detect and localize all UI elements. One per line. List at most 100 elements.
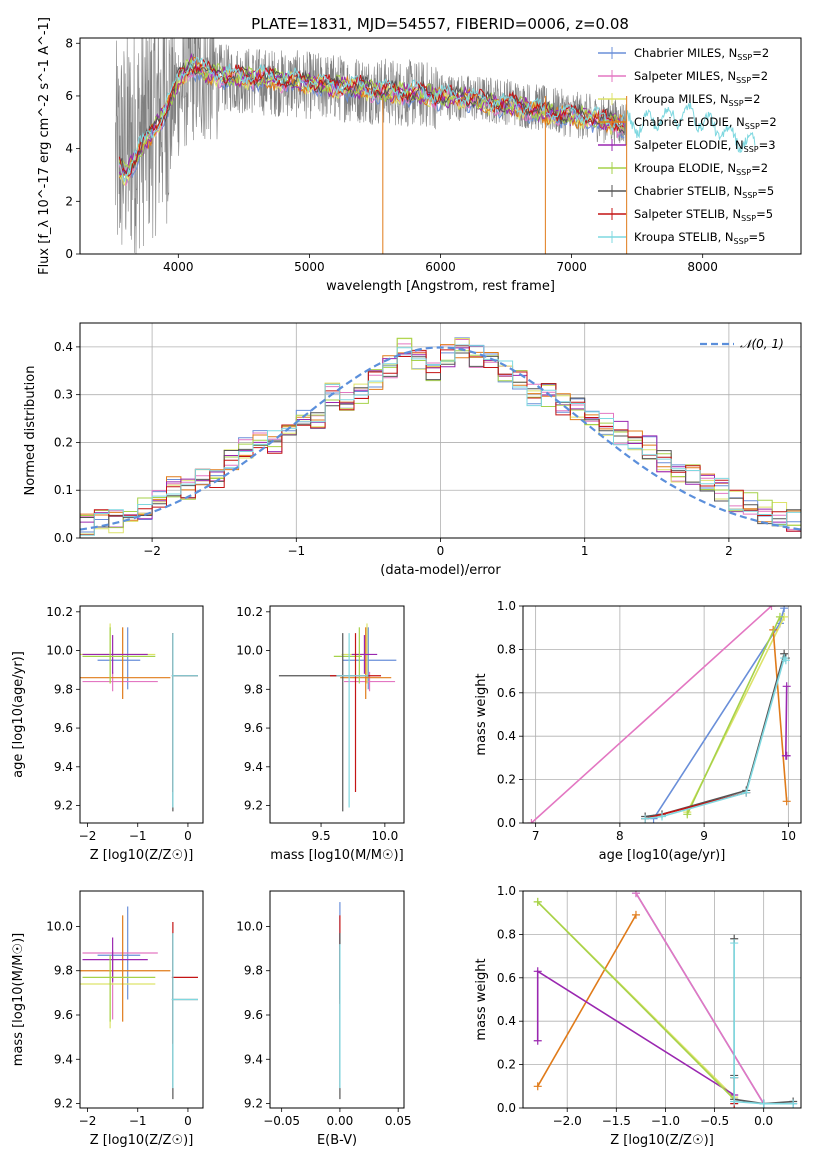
x-axis-label: Z [log10(Z/Z☉)] (90, 848, 194, 863)
model-spectrum (119, 61, 625, 175)
weight-line (645, 651, 787, 818)
model-spectrum (118, 57, 625, 170)
plot-frame (269, 890, 405, 1109)
x-tick-label: −1.0 (651, 1114, 680, 1128)
y-axis-label: mass weight (474, 958, 489, 1040)
y-tick-label: 9.6 (244, 721, 263, 735)
x-axis-label: age [log10(age/yr)] (599, 848, 726, 863)
legend-label: Salpeter ELODIE, NSSP=3 (634, 138, 776, 154)
x-axis-label: wavelength [Angstrom, rest frame] (326, 279, 555, 294)
legend-label: Salpeter MILES, NSSP=2 (634, 69, 768, 85)
legend-label: Salpeter STELIB, NSSP=5 (634, 207, 773, 223)
legend-label: Chabrier MILES, NSSP=2 (634, 46, 769, 62)
y-tick-label: 10.2 (236, 605, 263, 619)
spectrum-legend: Chabrier MILES, NSSP=2 Salpeter MILES, NS… (598, 46, 777, 246)
y-tick-label: 9.6 (244, 1008, 263, 1022)
x-tick-label: 0.0 (754, 1114, 773, 1128)
y-axis-label: mass [log10(M/M☉)] (11, 933, 26, 1066)
age-vs-mass-errorbars (278, 623, 397, 812)
histogram-step (80, 344, 801, 536)
x-tick-label: 1 (581, 544, 589, 558)
y-tick-label: 0.6 (497, 971, 516, 985)
plot-frame (522, 605, 802, 824)
mass-vs-z-errorbars (80, 906, 198, 1100)
weight-marker (782, 797, 791, 806)
y-tick-label: 9.4 (54, 1052, 73, 1066)
y-tick-label: 10.0 (46, 919, 73, 933)
x-axis-label: mass [log10(M/M☉)] (270, 848, 403, 863)
y-tick-label: 0.8 (497, 927, 516, 941)
age-vs-z-axes: −2 −1 0 9.2 9.4 9.6 9.8 10.0 10.2 Z [log10(Z/Z☉)]… (11, 605, 193, 863)
x-tick-label: 0.05 (385, 1114, 412, 1128)
legend-label: Kroupa STELIB, NSSP=5 (634, 230, 765, 246)
legend-gaussian-label: 𝒩(0, 1) (740, 337, 784, 351)
x-tick-label: 9 (700, 829, 708, 843)
y-tick-label: 0 (65, 247, 73, 261)
weight-marker (533, 1082, 542, 1091)
weight-vs-age-lines (527, 606, 791, 823)
x-tick-label: 6000 (425, 260, 456, 274)
legend-subscript: SSP (736, 76, 751, 85)
legend-label: Kroupa ELODIE, NSSP=2 (634, 161, 768, 177)
y-tick-label: 1.0 (497, 599, 516, 613)
mass-vs-ebv-axes: −0.05 0.00 0.05 9.2 9.4 9.6 9.8 10.0 E(B-V) (236, 919, 411, 1148)
y-tick-label: 9.6 (54, 1008, 73, 1022)
weight-line (537, 914, 637, 1087)
weight-marker (730, 1073, 739, 1082)
weight-marker (742, 788, 751, 797)
y-tick-label: 9.4 (244, 760, 263, 774)
x-tick-label: 10 (781, 829, 796, 843)
weight-line (784, 686, 788, 757)
y-tick-label: 0.2 (497, 773, 516, 787)
y-tick-label: 0.8 (497, 642, 516, 656)
x-tick-label: 7000 (556, 260, 587, 274)
y-tick-label: 0.2 (497, 1058, 516, 1072)
y-tick-label: 0.4 (497, 1014, 516, 1028)
weight-marker (767, 606, 776, 610)
y-tick-label: 9.2 (244, 799, 263, 813)
x-tick-label: 8 (616, 829, 624, 843)
weight-line (635, 892, 765, 1105)
legend-subscript: SSP (742, 191, 757, 200)
weight-vs-z-lines (533, 891, 798, 1108)
x-tick-label: 5000 (294, 260, 325, 274)
weight-marker (730, 939, 739, 948)
y-tick-label: 6 (65, 89, 73, 103)
x-tick-label: −1 (129, 1114, 147, 1128)
y-tick-label: 10.0 (46, 644, 73, 658)
x-tick-label: 8000 (687, 260, 718, 274)
weight-marker (782, 751, 791, 760)
y-axis-label: Flux [f_λ 10^-17 erg cm^-2 s^-1 A^-1] (37, 17, 52, 275)
model-spectrum (118, 56, 625, 183)
x-tick-label: −1 (287, 544, 305, 558)
legend-label: Chabrier ELODIE, NSSP=2 (634, 115, 777, 131)
legend-subscript: SSP (744, 145, 759, 154)
y-tick-label: 9.4 (244, 1052, 263, 1066)
y-tick-label: 4 (65, 142, 73, 156)
y-tick-label: 9.2 (54, 1097, 73, 1111)
y-tick-label: 1.0 (497, 884, 516, 898)
legend-subscript: SSP (734, 237, 749, 246)
y-tick-label: 0.1 (54, 483, 73, 497)
y-tick-label: 9.2 (244, 1097, 263, 1111)
x-tick-label: 0 (184, 829, 192, 843)
x-tick-label: 10.0 (371, 829, 398, 843)
weight-marker (780, 606, 789, 613)
legend-value: =3 (759, 138, 776, 152)
weight-marker (641, 814, 650, 823)
y-axis-label: mass weight (474, 673, 489, 755)
y-tick-label: 9.2 (54, 799, 73, 813)
legend-value: =2 (751, 161, 768, 175)
y-axis-label: age [log10(age/yr)] (11, 651, 26, 778)
legend-value: =2 (752, 46, 769, 60)
y-tick-label: 0.4 (54, 340, 73, 354)
y-tick-label: 9.8 (244, 682, 263, 696)
y-tick-label: 9.4 (54, 760, 73, 774)
y-tick-label: 9.8 (54, 964, 73, 978)
x-axis-label: Z [log10(Z/Z☉)] (610, 1133, 714, 1148)
x-tick-label: −2 (79, 1114, 97, 1128)
x-tick-label: −0.05 (263, 1114, 300, 1128)
legend-label: Chabrier STELIB, NSSP=5 (634, 184, 774, 200)
y-tick-label: 0.0 (497, 1101, 516, 1115)
